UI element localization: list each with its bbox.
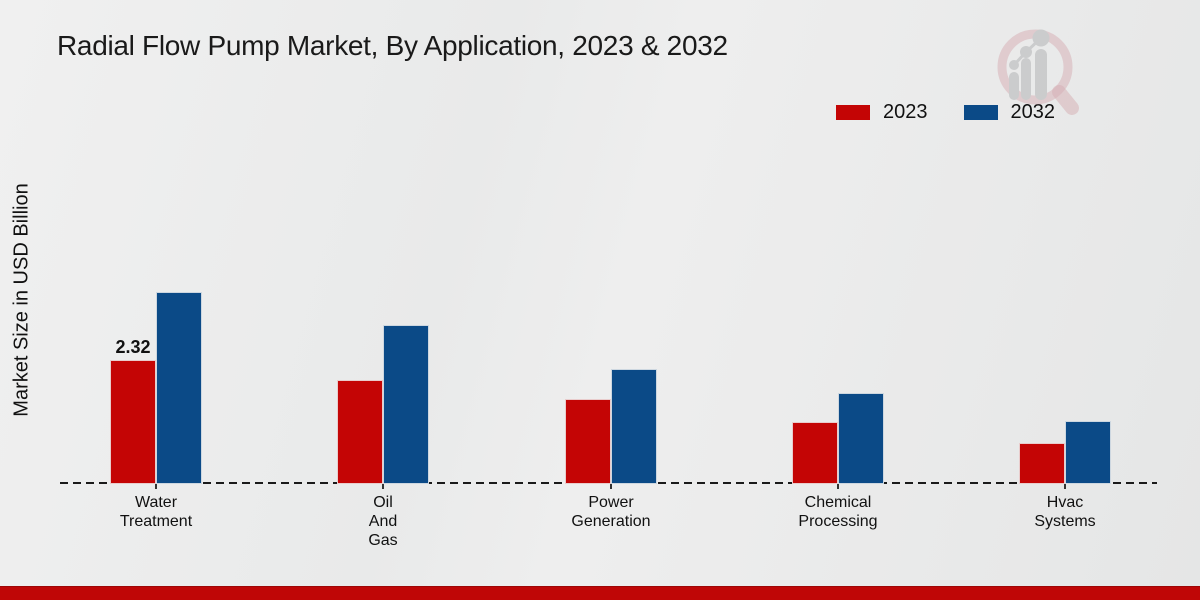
legend-swatch-2023 <box>836 105 870 120</box>
y-axis-label: Market Size in USD Billion <box>10 183 33 417</box>
bar-2023-hvac-systems <box>1019 443 1065 484</box>
x-axis-tick-power-generation <box>610 484 612 489</box>
bar-2032-oil-and-gas <box>383 325 429 484</box>
x-tick-label-chemical-processing: Chemical Processing <box>798 494 878 530</box>
legend-item-2023: 2023 <box>836 101 928 124</box>
bar-2032-hvac-systems <box>1065 421 1111 484</box>
x-axis-tick-oil-and-gas <box>382 484 384 489</box>
legend-item-2032: 2032 <box>963 101 1056 124</box>
x-tick-label-power-generation: Power Generation <box>571 494 651 530</box>
x-axis-tick-hvac-systems <box>1064 484 1066 489</box>
bar-2032-water-treatment <box>156 292 202 484</box>
bar-2023-oil-and-gas <box>337 380 383 484</box>
x-tick-label-oil-and-gas: Oil And Gas <box>368 494 398 549</box>
bar-2023-power-generation <box>565 399 611 484</box>
bar-value-label: 2.32 <box>115 337 151 357</box>
x-tick-label-hvac-systems: Hvac Systems <box>1034 494 1096 530</box>
bar-2032-chemical-processing <box>838 393 884 484</box>
legend-label-2032: 2032 <box>1010 101 1056 123</box>
x-tick-label-water-treatment: Water Treatment <box>119 494 193 530</box>
bar-2023-water-treatment <box>110 360 156 484</box>
footer-accent-bar <box>0 586 1200 600</box>
legend: 2023 2032 <box>836 101 1055 124</box>
bar-2023-chemical-processing <box>792 422 838 484</box>
legend-label-2023: 2023 <box>883 101 928 123</box>
x-axis-tick-chemical-processing <box>837 484 839 489</box>
bar-2032-power-generation <box>611 369 657 484</box>
x-axis-tick-water-treatment <box>155 484 157 489</box>
magnifier-growth-chart-logo <box>997 29 1079 115</box>
legend-swatch-2032 <box>963 105 998 120</box>
chart-title: Radial Flow Pump Market, By Application,… <box>57 30 728 61</box>
